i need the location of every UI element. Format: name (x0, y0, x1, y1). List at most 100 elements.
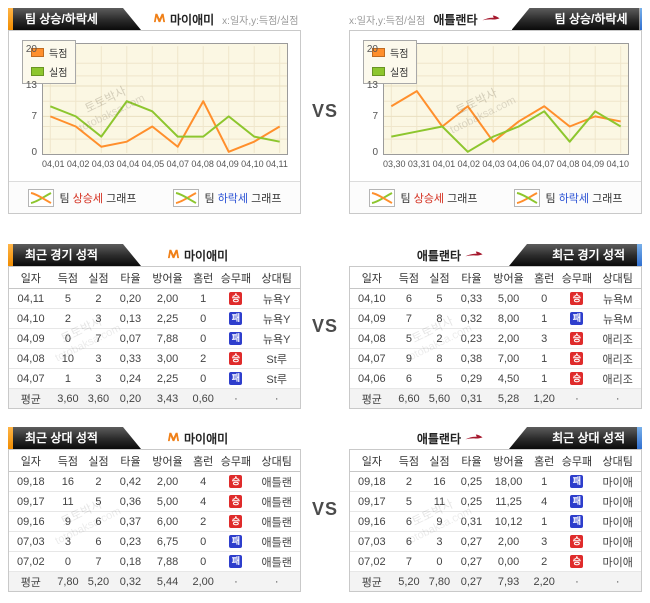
trend-chart-panel-miami: 토토박사 totobaksa.com 득점 실점 04,01 04,02 04,03 0… (8, 30, 301, 214)
x-axis-labels: 03,30 03,31 04,01 04,02 04,03 04,06 04,07 04,08… (383, 159, 629, 169)
line-chart-miami: 토토박사 totobaksa.com 득점 실점 04,01 04,02 04,03 0… (9, 31, 300, 181)
y-tick-label: 7 (31, 110, 37, 122)
y-tick-label: 0 (372, 146, 378, 158)
column-header: 상대팀 (253, 267, 300, 289)
team-name: 마이애미 (184, 248, 229, 263)
column-header: 상대팀 (594, 450, 641, 472)
x-tick-label: 04,10 (241, 159, 264, 169)
x-tick-label: 04,05 (141, 159, 165, 169)
trend-section: 팀 상승/하락세 마이애미 x:일자,y:득점/실점 토토박사 totobaksa… (0, 8, 650, 214)
column-header: 승무패 (559, 450, 595, 472)
table-header-row: 일자 득점 실점 타율 방어율 홈런 승무패 상대팀 (9, 450, 300, 472)
team-name: 애틀랜타 (416, 248, 461, 263)
result-badge: 승 (570, 332, 584, 345)
x-tick-label: 04,07 (531, 159, 555, 169)
plot-area: 토토박사 totobaksa.com (383, 43, 629, 155)
column-header: 승무패 (218, 450, 254, 472)
column-header: 득점 (52, 267, 84, 289)
column-header: 홈런 (528, 450, 560, 472)
recent-left-header: 최근 경기 성적 마이애미 (8, 244, 301, 266)
column-header: 상대팀 (594, 267, 641, 289)
result-badge: 패 (229, 535, 243, 548)
column-header: 일자 (9, 267, 53, 289)
trend-right-header: x:일자,y:득점/실점 애틀랜타 팀 상승/하락세 (349, 8, 642, 30)
table-row: 04,08 5 2 0,23 2,00 3 승 애리조 (350, 328, 641, 349)
table-row: 09,17 11 5 0,36 5,00 4 승 애틀랜 (9, 491, 300, 512)
table-row: 04,07 1 3 0,24 2,25 0 패 St루 (9, 368, 300, 389)
h2h-panel-miami: 일자 득점 실점 타율 방어율 홈런 승무패 상대팀 09,18 16 2 0,42 2,00 4 승 애틀… (8, 449, 301, 592)
result-badge: 패 (570, 515, 584, 528)
team-label-atlanta: 애틀랜타 (417, 244, 483, 266)
y-tick-label: 20 (366, 43, 378, 55)
column-header: 득점 (52, 450, 84, 472)
x-tick-label: 04,11 (266, 159, 288, 169)
h2h-panel-atlanta: 일자 득점 실점 타율 방어율 홈런 승무패 상대팀 09,18 2 16 0,25 18,00 1 패 마… (349, 449, 642, 592)
legend-concede: 실점 (372, 64, 408, 79)
table-row: 04,09 7 8 0,32 8,00 1 패 뉴욕M (350, 308, 641, 329)
y-tick-label: 13 (366, 79, 378, 91)
column-header: 일자 (350, 267, 394, 289)
x-tick-label: 04,07 (166, 159, 189, 169)
column-header: 타율 (454, 267, 489, 289)
result-badge: 승 (229, 352, 243, 365)
x-tick-label: 04,06 (507, 159, 530, 169)
result-badge: 승 (229, 475, 243, 488)
downtrend-graph-icon (513, 188, 540, 207)
h2h-table-atlanta: 일자 득점 실점 타율 방어율 홈런 승무패 상대팀 09,18 2 16 0,25 18,00 1 패 마… (350, 450, 641, 591)
recent-right-column: 애틀랜타 최근 경기 성적 일자 득점 실점 타율 방어율 홈런 승무패 상대팀 04,10 6… (349, 244, 642, 409)
x-tick-label: 04,03 (91, 159, 115, 169)
table-row: 04,10 2 3 0,13 2,25 0 패 뉴욕Y (9, 308, 300, 329)
x-tick-label: 04,10 (606, 159, 629, 169)
table-row: 07,03 6 3 0,27 2,00 3 승 마이애 (350, 531, 641, 552)
result-badge: 패 (229, 332, 243, 345)
team-label-miami: 마이애미 (167, 244, 228, 266)
table-row: 07,02 0 7 0,18 7,88 0 패 애틀랜 (9, 551, 300, 572)
downtrend-graph-icon (172, 188, 199, 207)
concede-swatch-icon (31, 67, 44, 76)
y-tick-label: 7 (372, 110, 378, 122)
team-name: 애틀랜타 (433, 12, 478, 27)
team-name: 마이애미 (184, 431, 229, 446)
legend-score: 득점 (31, 45, 67, 60)
result-badge: 승 (229, 495, 243, 508)
column-header: 타율 (454, 450, 489, 472)
tab-team-trend-left: 팀 상승/하락세 (13, 8, 141, 30)
recent-games-panel-miami: 일자 득점 실점 타율 방어율 홈런 승무패 상대팀 04,11 5 2 0,20 2,00 1 승 뉴욕Y… (8, 266, 301, 409)
result-badge: 패 (229, 312, 243, 325)
team-label-atlanta: 애틀랜타 (433, 8, 500, 30)
column-header: 실점 (424, 450, 455, 472)
result-badge: 승 (570, 535, 584, 548)
average-row: 평균 6,60 5,60 0,31 5,28 1,20 · · (350, 388, 641, 408)
chart-footer-legend: 팀 상승세 그래프 팀 하락세 그래프 (350, 181, 641, 213)
x-tick-label: 04,08 (191, 159, 214, 169)
vs-divider: VS (301, 427, 349, 592)
trend-chart-panel-atlanta: 토토박사 totobaksa.com 득점 실점 03,30 03,31 04,01 0… (349, 30, 642, 214)
table-row: 09,17 5 11 0,25 11,25 4 패 마이애 (350, 491, 641, 512)
x-tick-label: 04,02 (457, 159, 481, 169)
y-tick-label: 20 (25, 43, 37, 55)
x-tick-label: 04,02 (66, 159, 90, 169)
marlins-logo-icon (167, 247, 180, 263)
column-header: 방어율 (147, 450, 188, 472)
table-header-row: 일자 득점 실점 타율 방어율 홈런 승무패 상대팀 (350, 450, 641, 472)
table-row: 04,10 6 5 0,33 5,00 0 승 뉴욕M (350, 288, 641, 309)
trend-right-column: x:일자,y:득점/실점 애틀랜타 팀 상승/하락세 토토박사 totobaksa… (349, 8, 642, 214)
plot-area: 토토박사 totobaksa.com (42, 43, 288, 155)
result-badge: 패 (229, 555, 243, 568)
recent-games-panel-atlanta: 일자 득점 실점 타율 방어율 홈런 승무패 상대팀 04,10 6 5 0,33 5,00 0 승 뉴욕M… (349, 266, 642, 409)
result-badge: 패 (570, 312, 584, 325)
chart-footer-legend: 팀 상승세 그래프 팀 하락세 그래프 (9, 181, 300, 213)
orange-accent-bar (8, 244, 13, 266)
average-row: 평균 3,60 3,60 0,20 3,43 0,60 · · (9, 388, 300, 408)
marlins-logo-icon (167, 430, 180, 446)
table-row: 04,07 9 8 0,38 7,00 1 승 애리조 (350, 348, 641, 369)
recent-games-table-miami: 일자 득점 실점 타율 방어율 홈런 승무패 상대팀 04,11 5 2 0,20 2,00 1 승 뉴욕Y… (9, 267, 300, 408)
braves-tomahawk-icon (465, 248, 483, 262)
column-header: 실점 (83, 267, 114, 289)
uptrend-legend-item: 팀 상승세 그래프 (27, 188, 137, 207)
trend-left-header: 팀 상승/하락세 마이애미 x:일자,y:득점/실점 (8, 8, 301, 30)
column-header: 득점 (393, 267, 425, 289)
result-badge: 패 (570, 495, 584, 508)
braves-tomahawk-icon (481, 12, 500, 26)
blue-accent-bar (637, 244, 642, 266)
